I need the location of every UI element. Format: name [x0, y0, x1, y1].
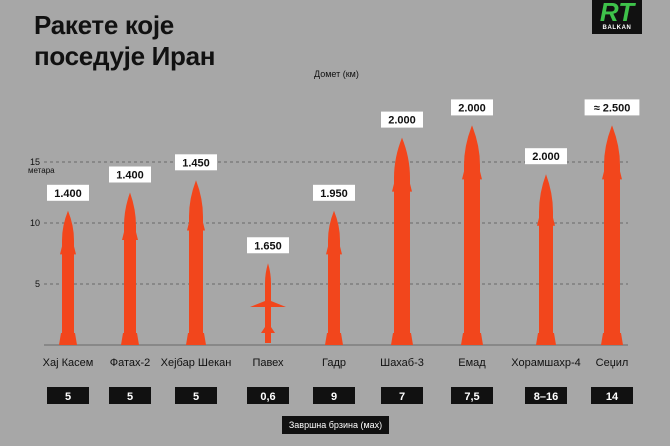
speed-box [381, 387, 423, 404]
range-label: ≈ 2.500 [594, 102, 631, 114]
y-tick-label: 15 [30, 157, 40, 167]
missile-part [189, 180, 203, 342]
missile-part [539, 174, 553, 342]
range-label: 1.400 [54, 188, 82, 200]
speed-box [247, 387, 289, 404]
rt-balkan-logo: RT BALKAN [592, 0, 642, 34]
speed-value: 5 [193, 391, 199, 403]
missile-icon [121, 192, 139, 345]
missile-part [602, 171, 622, 180]
range-label-box [47, 184, 89, 201]
range-label: 1.450 [182, 157, 210, 169]
range-label-box [109, 166, 151, 183]
missile-part [394, 137, 410, 342]
speed-value: 0,6 [260, 391, 275, 403]
missile-part [461, 333, 483, 345]
speed-value: 7,5 [464, 391, 479, 403]
missile-name: Хај Касем [43, 357, 94, 369]
range-label: 2.000 [388, 115, 416, 127]
range-label-box [381, 111, 423, 128]
title-line-1: Ракете које [34, 10, 174, 40]
missile-icon [461, 125, 483, 345]
missile-name: Сеџил [596, 357, 629, 369]
speed-value: 7 [399, 391, 405, 403]
missile-part [391, 333, 413, 345]
missile-part [250, 301, 286, 307]
range-label-box [451, 99, 493, 116]
speed-legend-label: Завршна брзина (мах) [282, 416, 389, 434]
speed-value: 14 [606, 391, 619, 403]
y-tick-label: 5 [35, 279, 40, 289]
range-label-box [175, 154, 217, 171]
y-tick-label: 10 [30, 218, 40, 228]
speed-box [313, 387, 355, 404]
speed-box [109, 387, 151, 404]
range-label-box [525, 148, 567, 165]
missile-part [537, 217, 555, 226]
speed-box [175, 387, 217, 404]
missile-part [124, 192, 136, 342]
missile-part [62, 210, 74, 342]
missile-part [121, 333, 139, 345]
speed-value: 8–16 [534, 391, 558, 403]
speed-value: 9 [331, 391, 337, 403]
missile-part [60, 246, 76, 255]
speed-box [525, 387, 567, 404]
range-label-box [247, 237, 289, 254]
missile-part [604, 125, 620, 343]
range-label: 1.950 [320, 188, 348, 200]
missile-part [122, 232, 138, 241]
missile-icon [391, 137, 413, 345]
range-label: 2.000 [458, 102, 486, 114]
title-line-2: поседује Иран [34, 41, 216, 71]
missile-name: Хорамшахр-4 [511, 357, 580, 369]
missile-part [186, 333, 206, 345]
logo-text: RT [599, 0, 635, 27]
range-label: 1.400 [116, 170, 144, 182]
missile-icon [601, 125, 623, 345]
missile-name: Шахаб-3 [380, 357, 424, 369]
missile-name: Емад [458, 357, 486, 369]
missile-part [59, 333, 77, 345]
missile-icon [59, 210, 77, 345]
page-title: Ракете које поседује Иран [34, 10, 215, 72]
speed-value: 5 [65, 391, 71, 403]
speed-box [591, 387, 633, 404]
missile-part [325, 333, 343, 345]
missile-part [326, 246, 342, 255]
missile-name: Гадр [322, 357, 346, 369]
range-legend-label: Домет (км) [314, 69, 359, 79]
missile-name: Фатах-2 [110, 357, 151, 369]
missile-part [187, 222, 205, 231]
missile-icon [325, 210, 343, 345]
missile-part [536, 333, 556, 345]
cruise-missile-icon [250, 263, 286, 343]
y-axis-unit: метара [28, 166, 55, 175]
missile-icon [536, 174, 556, 345]
missile-part [392, 183, 412, 192]
range-label-box [313, 184, 355, 201]
logo-subtext: BALKAN [602, 25, 632, 31]
range-label: 2.000 [532, 151, 560, 163]
speed-value: 5 [127, 391, 133, 403]
missile-part [464, 125, 480, 343]
missile-part [261, 327, 275, 333]
missile-name: Павех [252, 357, 284, 369]
range-label-box [584, 99, 640, 116]
missile-icon [186, 180, 206, 345]
range-label: 1.650 [254, 240, 282, 252]
missile-part [601, 333, 623, 345]
missile-part [462, 171, 482, 180]
speed-box [47, 387, 89, 404]
missile-part [328, 210, 340, 342]
speed-box [451, 387, 493, 404]
missile-name: Хејбар Шекан [161, 357, 232, 369]
